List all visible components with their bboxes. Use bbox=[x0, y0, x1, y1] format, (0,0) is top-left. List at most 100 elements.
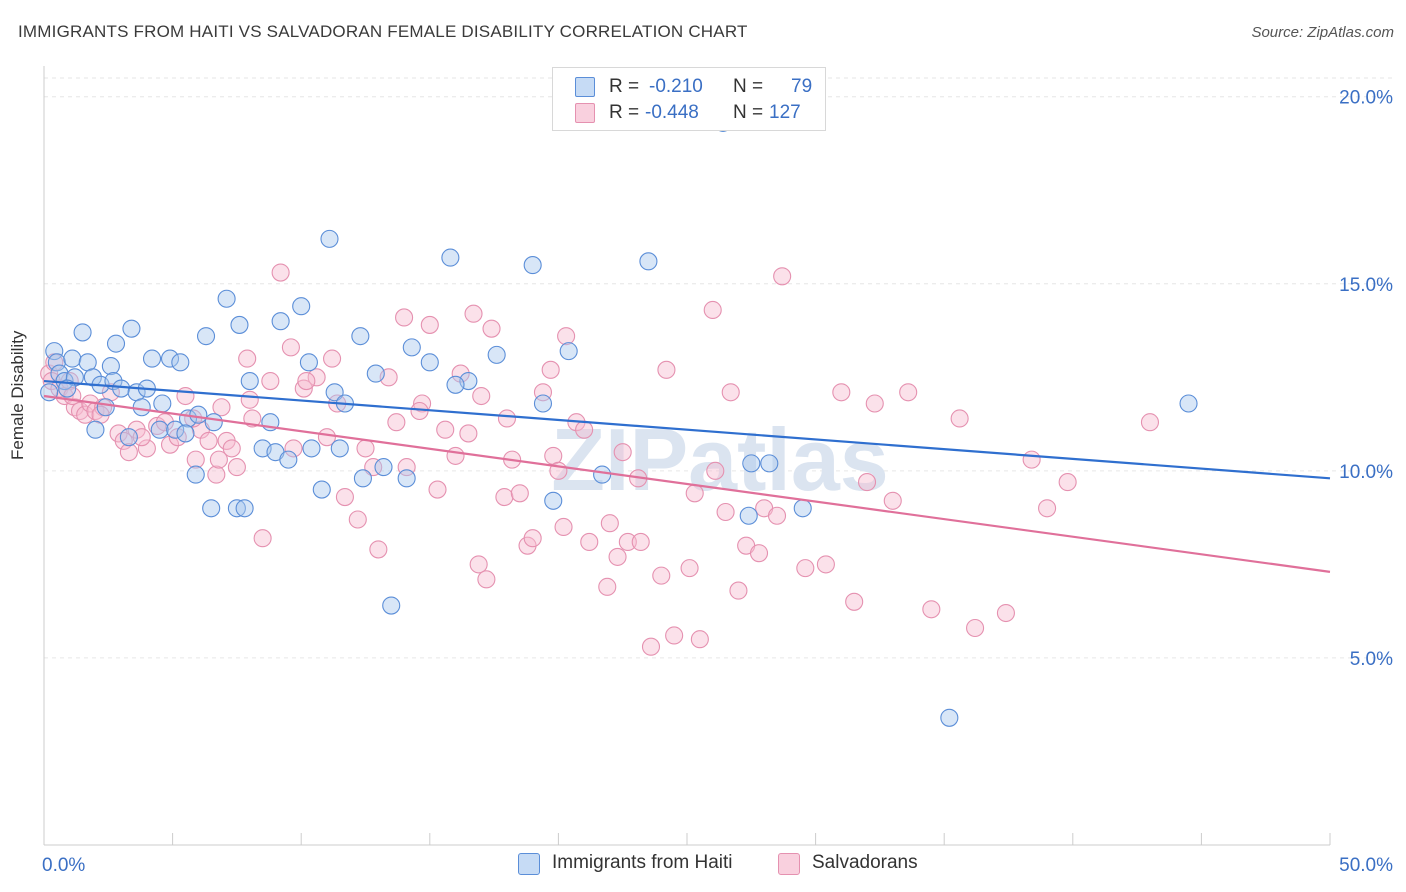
haiti-point bbox=[593, 465, 612, 484]
n-value: 127 bbox=[769, 102, 801, 123]
salvadorans-point bbox=[1058, 473, 1077, 492]
salvadorans-point bbox=[297, 372, 316, 391]
salvadorans-trend-line bbox=[43, 394, 1331, 573]
haiti-point bbox=[204, 413, 223, 432]
salvadorans-point bbox=[899, 383, 918, 402]
chart-title: IMMIGRANTS FROM HAITI VS SALVADORAN FEMA… bbox=[18, 22, 748, 41]
salvadorans-point bbox=[773, 267, 792, 286]
haiti-point bbox=[533, 394, 553, 413]
axes bbox=[43, 66, 1331, 846]
haiti-point bbox=[420, 353, 439, 372]
haiti-legend-swatch bbox=[518, 853, 540, 875]
haiti-point bbox=[446, 375, 465, 394]
haiti-point bbox=[47, 353, 66, 372]
r-label: R = bbox=[609, 76, 640, 97]
salvadorans-point bbox=[557, 327, 576, 346]
salvadorans-point bbox=[641, 637, 661, 656]
salvadorans-point bbox=[356, 439, 375, 458]
haiti-point bbox=[312, 480, 331, 499]
salvadorans-point bbox=[446, 446, 465, 465]
salvadorans-point bbox=[544, 446, 563, 465]
haiti-point bbox=[1179, 394, 1198, 413]
salvadorans-point bbox=[716, 502, 735, 522]
y-tick-label: 20.0% bbox=[1339, 88, 1393, 109]
haiti-point bbox=[742, 454, 761, 473]
grid-lines bbox=[44, 77, 1394, 659]
salvadorans-point bbox=[186, 450, 205, 469]
haiti-point bbox=[196, 327, 216, 346]
source-label: Source: ZipAtlas.com bbox=[1251, 24, 1394, 41]
haiti-point bbox=[176, 424, 195, 443]
haiti-point bbox=[227, 499, 246, 518]
haiti-point bbox=[132, 398, 151, 417]
salvadorans-point bbox=[721, 383, 740, 402]
salvadorans-point bbox=[317, 428, 336, 447]
salvadorans-point bbox=[922, 600, 941, 619]
haiti-point bbox=[271, 312, 290, 331]
haiti-point bbox=[171, 353, 190, 372]
haiti-point bbox=[160, 349, 180, 368]
salvadorans-point bbox=[1038, 499, 1057, 518]
salvadorans-point bbox=[580, 532, 599, 551]
salvadorans-point bbox=[137, 439, 156, 458]
haiti-point bbox=[292, 297, 311, 316]
salvadorans-point bbox=[477, 570, 496, 589]
haiti-point bbox=[101, 357, 120, 376]
salvadorans-point bbox=[665, 626, 684, 645]
salvadorans-point bbox=[1022, 450, 1041, 469]
salvadorans-point bbox=[227, 458, 246, 477]
salvadorans-point bbox=[652, 566, 671, 585]
haiti-point bbox=[739, 506, 758, 525]
haiti-point bbox=[106, 334, 126, 353]
n-label: N = bbox=[733, 76, 764, 97]
salvadorans-point bbox=[413, 394, 432, 413]
salvadorans-point bbox=[832, 383, 851, 402]
salvadorans-point bbox=[657, 360, 676, 379]
salvadorans-point bbox=[348, 510, 367, 529]
salvadorans-legend-label: Salvadorans bbox=[812, 852, 918, 873]
salvadorans-point bbox=[523, 529, 542, 548]
salvadorans-point bbox=[703, 300, 722, 320]
salvadorans-point bbox=[749, 544, 769, 563]
trend-lines bbox=[43, 379, 1331, 573]
salvadorans-point bbox=[335, 487, 354, 507]
salvadorans-point bbox=[207, 465, 226, 484]
haiti-point bbox=[330, 439, 349, 458]
salvadorans-point bbox=[199, 431, 218, 450]
haiti-point bbox=[112, 379, 131, 398]
haiti-points bbox=[40, 113, 1198, 727]
salvadorans-point bbox=[119, 443, 138, 462]
salvadorans-point bbox=[209, 450, 228, 469]
haiti-point bbox=[374, 458, 393, 477]
y-tick-label: 15.0% bbox=[1339, 275, 1393, 296]
haiti-point bbox=[302, 439, 321, 458]
haiti-point bbox=[240, 372, 259, 391]
salvadorans-point bbox=[685, 484, 704, 503]
salvadorans-point bbox=[816, 555, 835, 574]
salvadorans-point bbox=[613, 443, 632, 462]
salvadorans-point bbox=[132, 428, 151, 447]
salvadorans-point bbox=[865, 394, 884, 413]
salvadorans-point bbox=[1140, 413, 1160, 432]
haiti-point bbox=[122, 319, 141, 338]
salvadorans-point bbox=[510, 484, 529, 503]
salvadorans-point bbox=[212, 398, 231, 417]
haiti-point bbox=[73, 323, 92, 342]
haiti-trend-line bbox=[43, 379, 1331, 480]
salvadorans-point bbox=[857, 473, 877, 492]
salvadorans-point bbox=[387, 413, 406, 432]
salvadorans-point bbox=[608, 547, 627, 566]
salvadorans-point bbox=[796, 559, 815, 578]
haiti-point bbox=[299, 353, 318, 372]
salvadorans-point bbox=[469, 555, 488, 574]
salvadorans-point bbox=[845, 592, 864, 611]
salvadorans-point bbox=[459, 424, 478, 443]
salvadorans-point bbox=[495, 487, 514, 507]
salvadorans-point bbox=[729, 581, 748, 600]
salvadorans-point bbox=[618, 532, 637, 551]
x-tick-label: 0.0% bbox=[42, 855, 85, 876]
salvadorans-point bbox=[364, 458, 383, 477]
haiti-point bbox=[189, 405, 208, 424]
salvadorans-point bbox=[271, 263, 290, 282]
